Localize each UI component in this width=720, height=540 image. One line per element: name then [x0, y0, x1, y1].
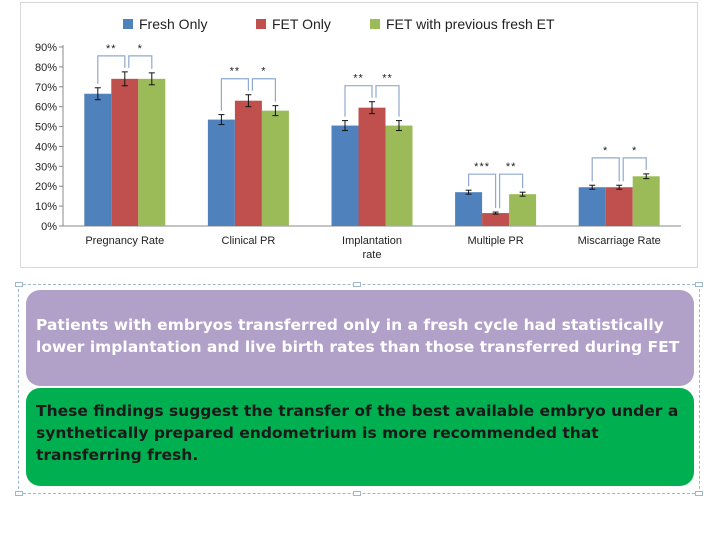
significance-bracket	[251, 78, 276, 102]
resize-handle[interactable]	[15, 282, 23, 287]
bar	[455, 192, 483, 226]
significance-bracket	[128, 55, 153, 69]
bar	[358, 107, 386, 226]
x-tick-label: Miscarriage Rate	[578, 235, 661, 247]
conclusion-box-green: These findings suggest the transfer of t…	[26, 388, 694, 486]
y-tick-label: 80%	[35, 62, 57, 74]
bar	[482, 213, 510, 226]
significance-bracket	[220, 78, 249, 111]
x-tick-label: Implantation	[342, 235, 402, 247]
conclusion-text: These findings suggest the transfer of t…	[36, 402, 679, 464]
resize-handle[interactable]	[15, 491, 23, 496]
chart-frame: Fresh Only FET Only FET with previous fres…	[20, 2, 698, 268]
bar	[509, 194, 537, 226]
bar-chart: Fresh Only FET Only FET with previous fres…	[35, 16, 681, 261]
significance-label: **	[506, 161, 517, 173]
significance-label: *	[138, 43, 143, 55]
y-tick-label: 10%	[35, 201, 57, 213]
significance-label: ***	[474, 161, 490, 173]
bar	[261, 110, 289, 226]
y-tick-label: 20%	[35, 181, 57, 193]
bar	[138, 78, 166, 226]
legend-swatch	[370, 19, 380, 29]
bar	[578, 187, 606, 226]
bar	[111, 78, 139, 226]
legend-swatch	[123, 19, 133, 29]
y-tick-label: 70%	[35, 82, 57, 94]
significance-label: **	[230, 66, 241, 78]
significance-bracket	[499, 173, 524, 209]
significance-label: **	[106, 43, 117, 55]
significance-label: **	[353, 73, 364, 85]
x-tick-label: rate	[363, 249, 382, 261]
y-tick-label: 60%	[35, 102, 57, 114]
resize-handle[interactable]	[353, 491, 361, 496]
y-tick-label: 30%	[35, 161, 57, 173]
resize-handle[interactable]	[353, 282, 361, 287]
significance-bracket	[591, 157, 620, 182]
finding-box-purple: Patients with embryos transferred only i…	[26, 290, 694, 386]
significance-bracket	[622, 157, 647, 182]
legend-label: FET Only	[272, 16, 331, 32]
bar	[605, 187, 633, 226]
cropped-text-fragment	[20, 268, 220, 276]
x-tick-label: Pregnancy Rate	[85, 235, 164, 247]
legend-label: Fresh Only	[139, 16, 207, 32]
significance-bracket	[344, 85, 373, 117]
y-tick-label: 50%	[35, 122, 57, 134]
bar	[331, 125, 359, 226]
significance-label: *	[603, 145, 608, 157]
resize-handle[interactable]	[695, 282, 703, 287]
significance-label: *	[261, 66, 266, 78]
legend-label: FET with previous fresh ET	[386, 16, 555, 32]
bar	[632, 176, 660, 226]
significance-bracket	[97, 55, 126, 84]
y-tick-label: 0%	[41, 221, 57, 233]
bar	[385, 125, 413, 226]
x-tick-label: Multiple PR	[467, 235, 523, 247]
resize-handle[interactable]	[695, 491, 703, 496]
significance-bracket	[468, 173, 497, 209]
bar	[234, 100, 262, 226]
bar	[84, 93, 112, 226]
text-placeholder-frame[interactable]	[15, 282, 703, 496]
x-tick-label: Clinical PR	[222, 235, 276, 247]
significance-bracket	[375, 85, 400, 117]
bar	[207, 119, 235, 226]
y-tick-label: 90%	[35, 42, 57, 54]
significance-label: *	[632, 145, 637, 157]
legend-swatch	[256, 19, 266, 29]
significance-label: **	[382, 73, 393, 85]
y-tick-label: 40%	[35, 141, 57, 153]
finding-text: Patients with embryos transferred only i…	[36, 316, 680, 356]
